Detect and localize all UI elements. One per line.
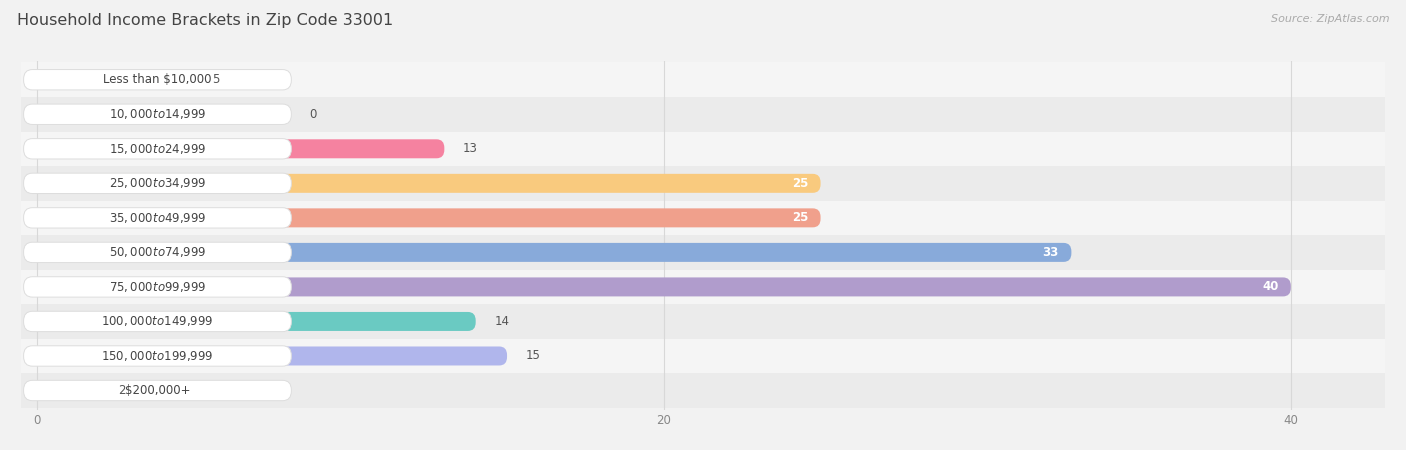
Text: Less than $10,000: Less than $10,000 (103, 73, 212, 86)
FancyBboxPatch shape (37, 381, 100, 400)
Text: 14: 14 (495, 315, 509, 328)
Text: 0: 0 (309, 108, 316, 121)
FancyBboxPatch shape (21, 166, 1385, 201)
FancyBboxPatch shape (37, 243, 1071, 262)
FancyBboxPatch shape (21, 373, 1385, 408)
Text: $50,000 to $74,999: $50,000 to $74,999 (108, 245, 207, 259)
Text: 2: 2 (118, 384, 125, 397)
FancyBboxPatch shape (21, 235, 1385, 270)
FancyBboxPatch shape (37, 277, 1291, 297)
Text: $200,000+: $200,000+ (125, 384, 190, 397)
Text: $10,000 to $14,999: $10,000 to $14,999 (108, 107, 207, 121)
Text: $75,000 to $99,999: $75,000 to $99,999 (108, 280, 207, 294)
Text: 33: 33 (1043, 246, 1059, 259)
FancyBboxPatch shape (24, 207, 291, 228)
FancyBboxPatch shape (37, 312, 475, 331)
Text: $100,000 to $149,999: $100,000 to $149,999 (101, 315, 214, 328)
Text: 13: 13 (463, 142, 478, 155)
Text: $15,000 to $24,999: $15,000 to $24,999 (108, 142, 207, 156)
Text: $35,000 to $49,999: $35,000 to $49,999 (108, 211, 207, 225)
FancyBboxPatch shape (24, 277, 291, 297)
Text: 15: 15 (526, 350, 541, 363)
Text: $150,000 to $199,999: $150,000 to $199,999 (101, 349, 214, 363)
FancyBboxPatch shape (24, 242, 291, 263)
FancyBboxPatch shape (24, 139, 291, 159)
Text: 5: 5 (212, 73, 219, 86)
FancyBboxPatch shape (24, 380, 291, 400)
FancyBboxPatch shape (37, 140, 444, 158)
Text: Source: ZipAtlas.com: Source: ZipAtlas.com (1271, 14, 1389, 23)
FancyBboxPatch shape (37, 346, 508, 365)
FancyBboxPatch shape (21, 97, 1385, 131)
FancyBboxPatch shape (21, 131, 1385, 166)
FancyBboxPatch shape (24, 346, 291, 366)
FancyBboxPatch shape (21, 201, 1385, 235)
FancyBboxPatch shape (21, 339, 1385, 373)
FancyBboxPatch shape (24, 70, 291, 90)
FancyBboxPatch shape (37, 208, 821, 227)
Text: Household Income Brackets in Zip Code 33001: Household Income Brackets in Zip Code 33… (17, 14, 394, 28)
FancyBboxPatch shape (24, 311, 291, 332)
FancyBboxPatch shape (37, 70, 194, 89)
Text: 25: 25 (792, 177, 808, 190)
Text: $25,000 to $34,999: $25,000 to $34,999 (108, 176, 207, 190)
FancyBboxPatch shape (21, 270, 1385, 304)
FancyBboxPatch shape (24, 173, 291, 194)
Text: 25: 25 (792, 212, 808, 225)
Text: 40: 40 (1263, 280, 1278, 293)
FancyBboxPatch shape (21, 304, 1385, 339)
FancyBboxPatch shape (21, 63, 1385, 97)
FancyBboxPatch shape (37, 174, 821, 193)
FancyBboxPatch shape (24, 104, 291, 125)
